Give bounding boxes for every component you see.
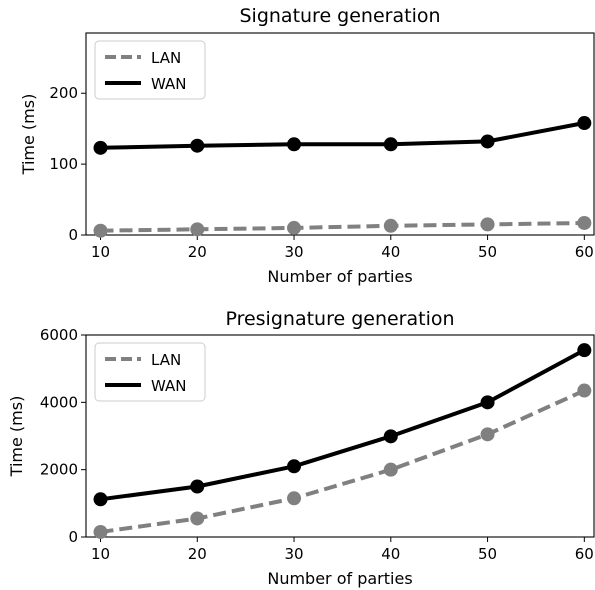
data-point-lan (577, 215, 592, 230)
data-point-lan (287, 220, 302, 235)
data-point-wan (383, 137, 398, 152)
chart-title: Presignature generation (225, 308, 454, 330)
y-tick-label: 100 (49, 155, 78, 173)
chart-panel-1: Signature generation 10 20 30 40 50 60 0 100 200 N… (19, 5, 595, 286)
y-tick-label: 6000 (40, 326, 78, 344)
data-point-wan (577, 343, 592, 358)
data-point-lan (287, 491, 302, 506)
data-point-lan (480, 217, 495, 232)
x-tick-label: 30 (284, 243, 303, 261)
x-tick-label: 40 (381, 243, 400, 261)
data-point-wan (577, 116, 592, 131)
y-tick-label: 4000 (40, 393, 78, 411)
x-axis-label: Number of parties (267, 267, 412, 286)
series-line-wan (100, 121, 585, 150)
y-tick-label: 0 (68, 226, 78, 244)
y-tick-label: 0 (68, 528, 78, 546)
legend-label: WAN (151, 75, 187, 93)
series-line-lan (100, 388, 586, 534)
y-axis-label: Time (ms) (7, 396, 26, 478)
data-point-lan (577, 383, 592, 398)
legend-label: WAN (151, 377, 187, 395)
data-point-wan (190, 138, 205, 153)
data-point-lan (190, 222, 205, 237)
data-point-lan (383, 218, 398, 233)
x-tick-label: 60 (575, 545, 594, 563)
y-tick-label: 200 (49, 84, 78, 102)
data-point-lan (383, 462, 398, 477)
plot-frame (85, 32, 595, 236)
x-tick-label: 10 (91, 243, 110, 261)
chart-title: Signature generation (239, 5, 440, 27)
x-tick-label: 50 (478, 243, 497, 261)
data-point-wan (480, 395, 495, 410)
x-axis-label: Number of parties (267, 569, 412, 588)
data-point-wan (93, 140, 108, 155)
data-point-wan (383, 429, 398, 444)
series-line-wan (100, 348, 586, 502)
chart-panel-2: Presignature generation 10 20 30 40 50 60 0 2000… (7, 308, 595, 588)
x-tick-label: 40 (381, 545, 400, 563)
y-axis-label: Time (ms) (19, 94, 38, 176)
legend-label: LAN (151, 49, 181, 67)
x-tick-label: 60 (575, 243, 594, 261)
x-tick-label: 30 (284, 545, 303, 563)
x-tick-label: 50 (478, 545, 497, 563)
data-point-lan (93, 223, 108, 238)
data-point-wan (287, 459, 302, 474)
data-point-wan (190, 479, 205, 494)
x-tick-label: 20 (188, 243, 207, 261)
legend: LAN WAN (94, 40, 206, 100)
data-point-wan (287, 137, 302, 152)
data-point-lan (190, 511, 205, 526)
legend: LAN WAN (94, 342, 206, 402)
x-tick-label: 20 (188, 545, 207, 563)
data-point-lan (480, 427, 495, 442)
series-line-lan (100, 221, 585, 233)
data-point-wan (93, 492, 108, 507)
legend-box (94, 342, 206, 402)
plot-frame (85, 334, 595, 538)
data-point-wan (480, 134, 495, 149)
legend-label: LAN (151, 351, 181, 369)
data-point-lan (93, 524, 108, 539)
x-tick-label: 10 (91, 545, 110, 563)
y-tick-label: 2000 (40, 461, 78, 479)
legend-box (94, 40, 206, 100)
